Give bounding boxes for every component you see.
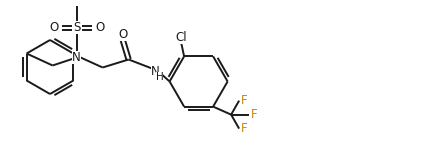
Text: S: S — [73, 21, 80, 34]
Text: F: F — [241, 122, 247, 135]
Text: O: O — [49, 21, 58, 34]
Text: F: F — [251, 108, 258, 121]
Text: H: H — [156, 71, 164, 81]
Text: Cl: Cl — [175, 31, 187, 44]
Text: N: N — [72, 51, 81, 64]
Text: O: O — [118, 28, 127, 41]
Text: N: N — [151, 65, 160, 78]
Text: F: F — [241, 94, 247, 107]
Text: O: O — [95, 21, 104, 34]
